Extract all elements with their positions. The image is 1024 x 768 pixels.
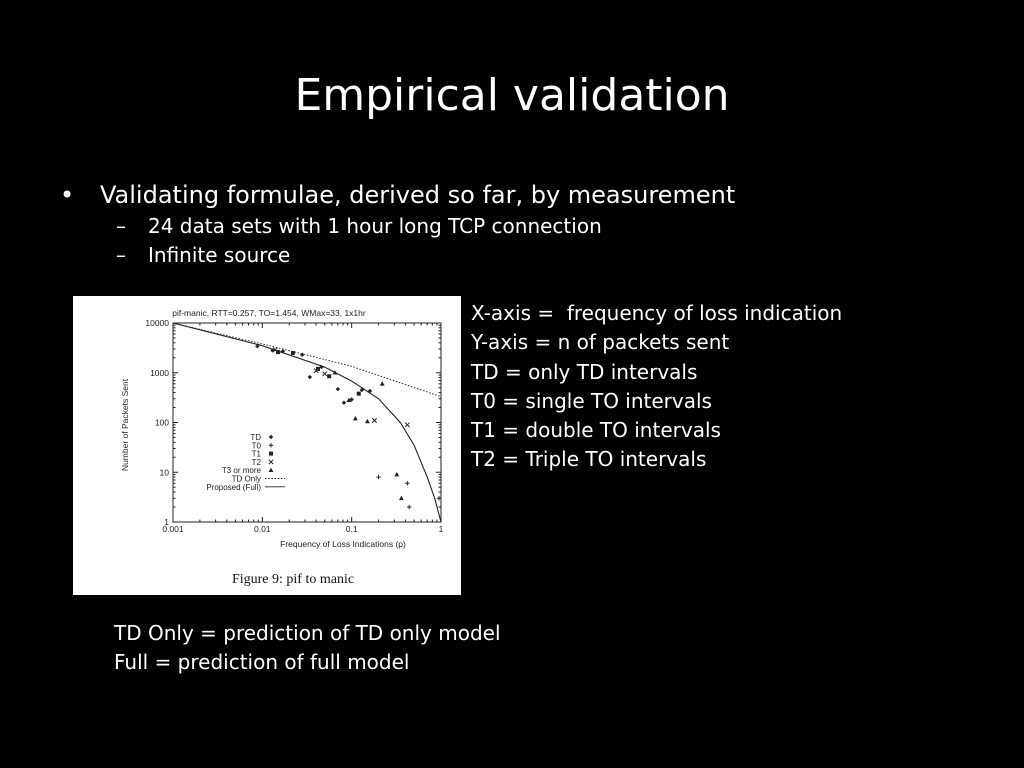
point-td xyxy=(270,348,275,353)
chart-axes: 0.001 0.01 0.1 1 1 10 100 1000 10000 xyxy=(145,318,443,534)
sub-bullet-text: Infinite source xyxy=(148,243,291,267)
legend-label: TD Only xyxy=(232,475,261,484)
legend-label: T3 or more xyxy=(222,466,262,475)
x-tick-label: 0.1 xyxy=(346,524,358,534)
legend-label: Proposed (Full) xyxy=(206,483,261,492)
bullet-marker: • xyxy=(60,181,75,209)
x-tick-label: 0.01 xyxy=(254,524,271,534)
bullet-list: • Validating formulae, derived so far, b… xyxy=(60,178,960,270)
x-axis-label: Frequency of Loss Indications (p) xyxy=(280,539,406,549)
point-t3-or-more xyxy=(379,381,385,386)
point-t0 xyxy=(405,481,410,486)
legend-label: T0 xyxy=(252,441,262,450)
y-tick-label: 100 xyxy=(155,418,169,428)
point-t2 xyxy=(272,347,278,353)
sub-bullet-item: – 24 data sets with 1 hour long TCP conn… xyxy=(116,212,960,241)
figure-caption: Figure 9: pif to manic xyxy=(232,572,354,587)
point-td xyxy=(359,387,365,393)
y-tick-label: 10000 xyxy=(145,318,169,328)
chart-series-lines xyxy=(172,322,442,523)
y-tick-label: 1000 xyxy=(150,368,169,378)
y-axis-label: Number of Packets Sent xyxy=(120,378,130,471)
point-t2 xyxy=(313,368,319,374)
footnote-line: Full = prediction of full model xyxy=(114,650,410,674)
sub-bullet-marker: – xyxy=(116,214,126,238)
legend-marker-t1 xyxy=(269,451,273,456)
point-td xyxy=(367,388,373,394)
point-t0 xyxy=(406,504,412,510)
note-line: T2 = Triple TO intervals xyxy=(471,447,707,472)
legend-label: T2 xyxy=(252,458,262,467)
point-t1 xyxy=(290,350,295,355)
legend-marker-t2 xyxy=(268,459,274,465)
sub-bullet-text: 24 data sets with 1 hour long TCP connec… xyxy=(148,214,602,238)
note-line: T1 = double TO intervals xyxy=(471,418,721,443)
point-td xyxy=(349,397,354,402)
point-t2 xyxy=(371,417,378,423)
x-tick-label: 0.001 xyxy=(162,524,184,534)
point-t2 xyxy=(404,422,410,428)
x-tick-label: 1 xyxy=(439,524,444,534)
point-t1 xyxy=(276,350,281,355)
note-line: X-axis = frequency of loss indication xyxy=(471,301,843,325)
point-t0 xyxy=(436,496,442,501)
point-t1 xyxy=(327,374,332,379)
legend-marker-t3-or-more xyxy=(268,467,274,472)
footnote-line: TD Only = prediction of TD only model xyxy=(114,621,501,645)
chart-points xyxy=(255,344,442,510)
y-tick-label: 1 xyxy=(164,517,169,527)
point-td xyxy=(335,386,341,392)
point-t3-or-more xyxy=(394,471,400,477)
point-td xyxy=(255,344,260,349)
point-t1 xyxy=(356,391,361,396)
legend-marker-td xyxy=(268,434,274,440)
y-tick-label: 10 xyxy=(160,467,170,477)
axis-notes: X-axis = frequency of loss indication Y-… xyxy=(471,299,842,475)
bullet-text: Validating formulae, derived so far, by … xyxy=(100,181,736,209)
point-t3-or-more xyxy=(364,418,370,424)
point-t3-or-more xyxy=(332,370,338,375)
point-td xyxy=(280,349,286,354)
point-t3-or-more xyxy=(352,415,358,421)
point-td xyxy=(341,400,347,405)
point-td xyxy=(307,374,313,380)
model-footnotes: TD Only = prediction of TD only model Fu… xyxy=(114,619,501,677)
chart-title: pif-manic, RTT=0.257, TO=1.454, WMax=33,… xyxy=(172,308,366,318)
bullet-item: • Validating formulae, derived so far, b… xyxy=(60,178,960,212)
legend-marker-t0 xyxy=(268,443,274,448)
note-line: T0 = single TO intervals xyxy=(471,388,712,413)
note-line: Y-axis = n of packets sent xyxy=(471,330,730,355)
legend-label: T1 xyxy=(252,450,262,459)
slide-title: Empirical validation xyxy=(294,70,730,121)
figure-panel: 0.001 0.01 0.1 1 1 10 100 1000 10000 TD T0 T1 T2 T3 … xyxy=(73,296,461,595)
loss-frequency-chart: 0.001 0.01 0.1 1 1 10 100 1000 10000 TDT0T1T2T3 … xyxy=(120,308,444,587)
sub-bullet-marker: – xyxy=(116,243,126,267)
series-line-td-only xyxy=(172,322,442,398)
point-t3-or-more xyxy=(346,397,352,403)
sub-bullet-item: – Infinite source xyxy=(116,241,960,270)
point-t0 xyxy=(376,474,381,480)
point-t3-or-more xyxy=(398,495,404,501)
point-t2 xyxy=(322,371,328,377)
note-line: TD = only TD intervals xyxy=(471,359,698,384)
legend-label: TD xyxy=(250,433,261,442)
series-line-proposed-full xyxy=(172,322,442,523)
